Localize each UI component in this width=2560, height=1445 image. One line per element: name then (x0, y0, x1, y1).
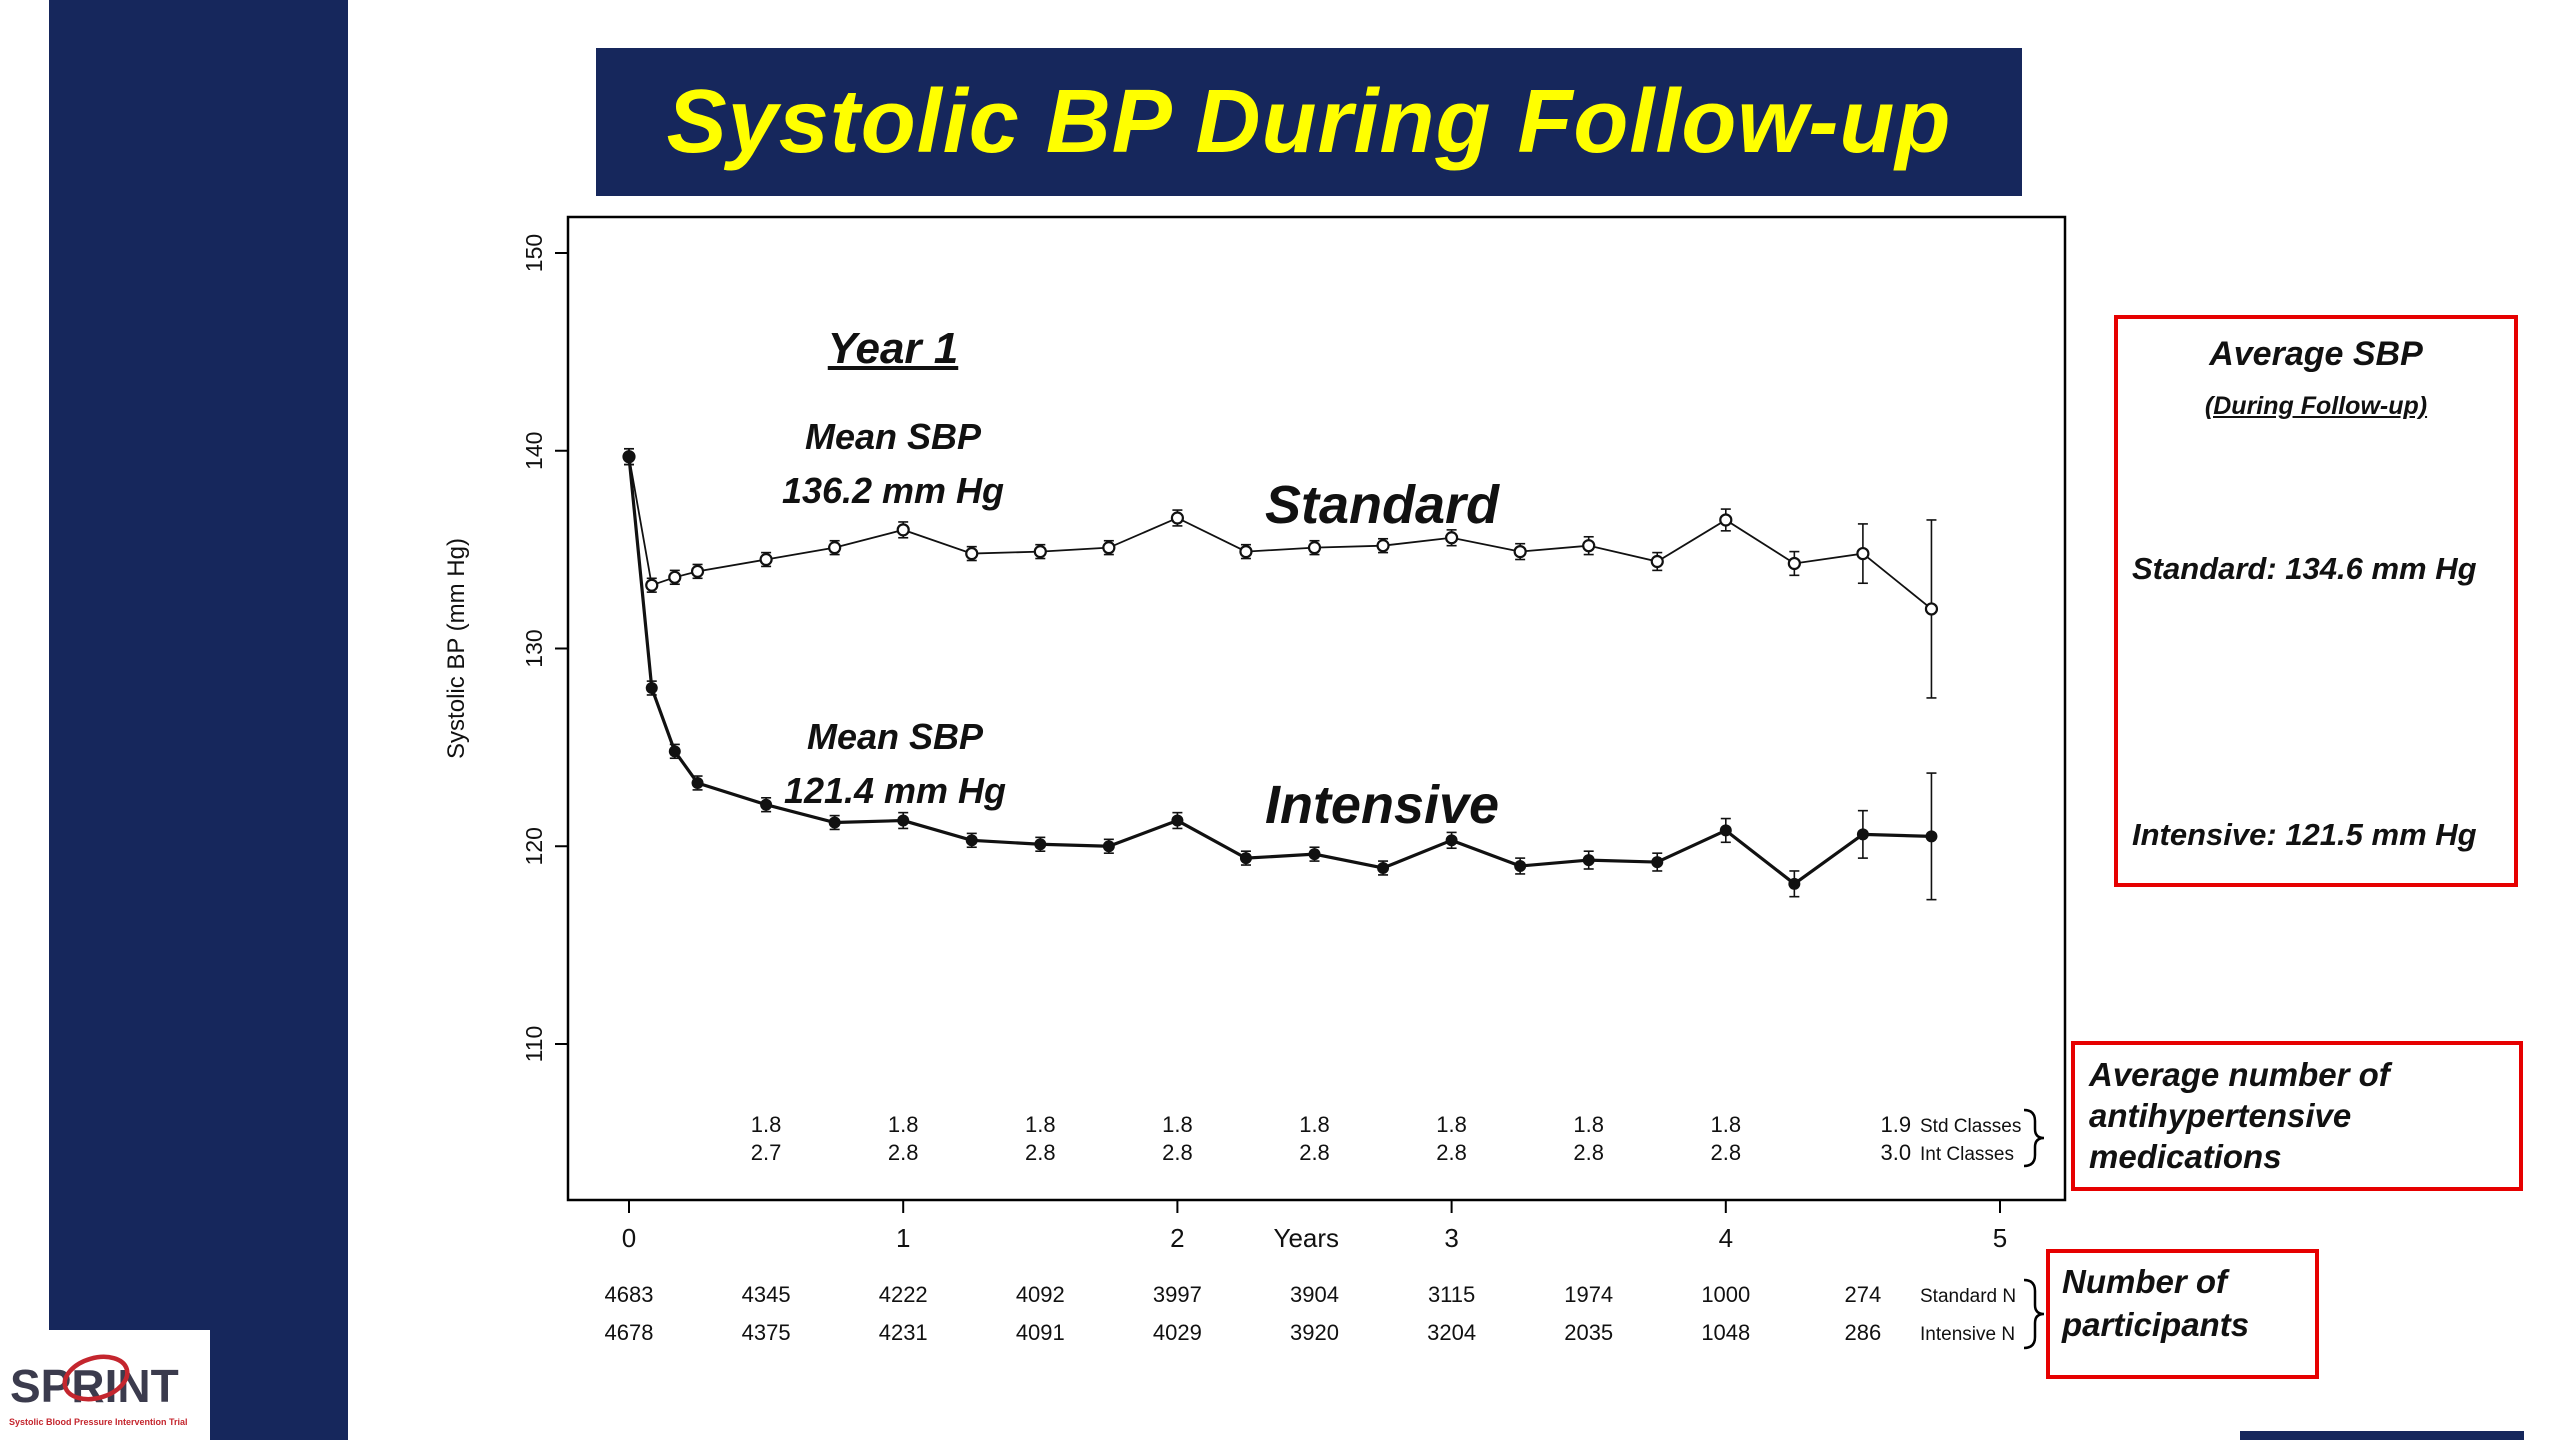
svg-text:3.0: 3.0 (1881, 1140, 1912, 1165)
svg-text:4029: 4029 (1153, 1320, 1202, 1345)
title-banner: Systolic BP During Follow-up (596, 48, 2022, 196)
svg-text:2.8: 2.8 (1025, 1140, 1056, 1165)
svg-text:1.8: 1.8 (1573, 1112, 1604, 1137)
svg-text:1.8: 1.8 (751, 1112, 782, 1137)
sbp-line-chart: 110 120 130 140 150 Systolic BP (mm Hg) 0 1 2 3 4 5… (443, 215, 2067, 1350)
average-sbp-standard-value: Standard: 134.6 mm Hg (2132, 551, 2477, 586)
svg-text:110: 110 (521, 1026, 547, 1063)
svg-text:Std Classes: Std Classes (1920, 1116, 2021, 1137)
svg-text:Intensive N: Intensive N (1920, 1324, 2015, 1345)
svg-text:274: 274 (1845, 1282, 1882, 1307)
sprint-logo: SPRINT Systolic Blood Pressure Intervent… (4, 1330, 210, 1440)
svg-text:3115: 3115 (1428, 1282, 1475, 1307)
svg-text:Standard N: Standard N (1920, 1286, 2016, 1307)
svg-text:120: 120 (521, 827, 547, 865)
svg-text:4683: 4683 (605, 1282, 654, 1307)
svg-text:4345: 4345 (742, 1282, 791, 1307)
svg-text:2.8: 2.8 (1299, 1140, 1330, 1165)
svg-text:1974: 1974 (1564, 1282, 1613, 1307)
svg-text:4: 4 (1719, 1223, 1733, 1253)
slide-title: Systolic BP During Follow-up (666, 71, 1952, 172)
svg-text:4678: 4678 (605, 1320, 654, 1345)
svg-text:2.7: 2.7 (751, 1140, 782, 1165)
sprint-logo-wordmark: SPRINT (10, 1360, 179, 1412)
svg-text:130: 130 (521, 629, 547, 667)
svg-text:2: 2 (1170, 1223, 1184, 1253)
svg-text:1000: 1000 (1701, 1282, 1750, 1307)
svg-text:3997: 3997 (1153, 1282, 1202, 1307)
sprint-logo-art: SPRINT Systolic Blood Pressure Intervent… (9, 1354, 188, 1427)
bottom-right-accent-strip (2240, 1431, 2524, 1440)
svg-text:2035: 2035 (1564, 1320, 1613, 1345)
svg-text:1.9: 1.9 (1881, 1112, 1912, 1137)
average-sbp-subtitle: (During Follow-up) (2204, 392, 2428, 420)
svg-text:5: 5 (1993, 1223, 2007, 1253)
sprint-logo-swoosh (62, 1354, 130, 1402)
svg-text:2.8: 2.8 (1436, 1140, 1467, 1165)
participants-callout: Number of participants (2046, 1249, 2319, 1379)
sprint-logo-subtext: Systolic Blood Pressure Intervention Tri… (9, 1417, 188, 1427)
medications-callout-line2: antihypertensive (2089, 1096, 2352, 1134)
svg-text:4092: 4092 (1016, 1282, 1065, 1307)
participants-callout-line2: participants (2062, 1305, 2250, 1343)
left-accent-band (49, 0, 348, 1440)
svg-text:Years: Years (1274, 1223, 1340, 1253)
medications-callout-line1: Average number of (2089, 1056, 2390, 1093)
svg-text:4091: 4091 (1016, 1320, 1065, 1345)
svg-text:1.8: 1.8 (1711, 1112, 1742, 1137)
svg-text:1048: 1048 (1701, 1320, 1750, 1345)
svg-text:Int Classes: Int Classes (1920, 1144, 2014, 1165)
svg-text:2.8: 2.8 (1573, 1140, 1604, 1165)
average-sbp-intensive-value: Intensive: 121.5 mm Hg (2132, 817, 2477, 852)
svg-text:3904: 3904 (1290, 1282, 1339, 1307)
svg-text:150: 150 (521, 234, 547, 272)
svg-text:1.8: 1.8 (888, 1112, 919, 1137)
participants-callout-line1: Number of (2062, 1263, 2227, 1300)
svg-text:0: 0 (622, 1223, 636, 1253)
medications-callout-line3: medications (2089, 1137, 2282, 1175)
medications-callout: Average number of antihypertensive medic… (2071, 1041, 2523, 1191)
svg-text:3204: 3204 (1427, 1320, 1476, 1345)
svg-text:Systolic BP (mm Hg): Systolic BP (mm Hg) (443, 538, 470, 759)
svg-text:286: 286 (1845, 1320, 1882, 1345)
svg-text:4231: 4231 (879, 1320, 928, 1345)
svg-text:1: 1 (896, 1223, 910, 1253)
svg-text:3: 3 (1444, 1223, 1458, 1253)
svg-text:2.8: 2.8 (1162, 1140, 1193, 1165)
svg-text:1.8: 1.8 (1436, 1112, 1467, 1137)
svg-text:2.8: 2.8 (888, 1140, 919, 1165)
average-sbp-title: Average SBP (2209, 335, 2423, 373)
svg-text:1.8: 1.8 (1299, 1112, 1330, 1137)
svg-text:3920: 3920 (1290, 1320, 1339, 1345)
svg-text:1.8: 1.8 (1025, 1112, 1056, 1137)
svg-text:4375: 4375 (742, 1320, 791, 1345)
svg-text:1.8: 1.8 (1162, 1112, 1193, 1137)
svg-text:4222: 4222 (879, 1282, 928, 1307)
svg-text:2.8: 2.8 (1711, 1140, 1742, 1165)
svg-text:140: 140 (521, 432, 547, 470)
average-sbp-callout: Average SBP (During Follow-up) Standard:… (2114, 315, 2518, 887)
